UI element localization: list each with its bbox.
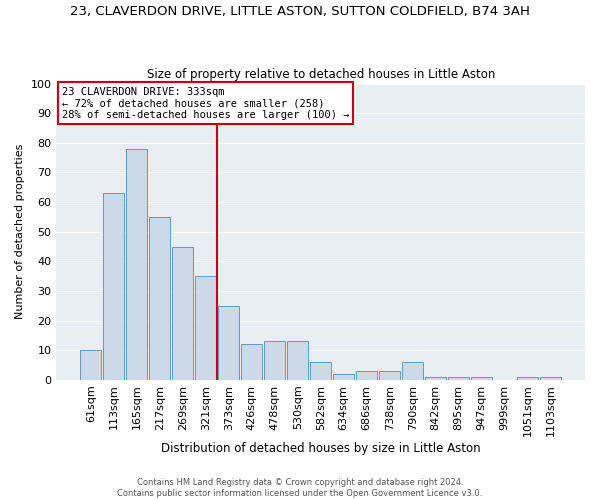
Bar	[310, 362, 331, 380]
Bar	[403, 362, 423, 380]
Bar	[241, 344, 262, 380]
Text: 23 CLAVERDON DRIVE: 333sqm
← 72% of detached houses are smaller (258)
28% of sem: 23 CLAVERDON DRIVE: 333sqm ← 72% of deta…	[62, 86, 349, 120]
Bar	[472, 377, 492, 380]
Bar	[517, 377, 538, 380]
Bar	[448, 377, 469, 380]
Bar	[379, 371, 400, 380]
Text: 23, CLAVERDON DRIVE, LITTLE ASTON, SUTTON COLDFIELD, B74 3AH: 23, CLAVERDON DRIVE, LITTLE ASTON, SUTTO…	[70, 5, 530, 18]
Bar	[265, 342, 285, 380]
Text: Contains HM Land Registry data © Crown copyright and database right 2024.
Contai: Contains HM Land Registry data © Crown c…	[118, 478, 482, 498]
Bar	[334, 374, 354, 380]
Bar	[127, 148, 147, 380]
Bar	[80, 350, 101, 380]
Y-axis label: Number of detached properties: Number of detached properties	[15, 144, 25, 320]
Bar	[287, 342, 308, 380]
Bar	[172, 246, 193, 380]
X-axis label: Distribution of detached houses by size in Little Aston: Distribution of detached houses by size …	[161, 442, 481, 455]
Bar	[425, 377, 446, 380]
Bar	[356, 371, 377, 380]
Bar	[149, 217, 170, 380]
Bar	[103, 193, 124, 380]
Bar	[196, 276, 216, 380]
Bar	[218, 306, 239, 380]
Bar	[540, 377, 561, 380]
Title: Size of property relative to detached houses in Little Aston: Size of property relative to detached ho…	[146, 68, 495, 81]
